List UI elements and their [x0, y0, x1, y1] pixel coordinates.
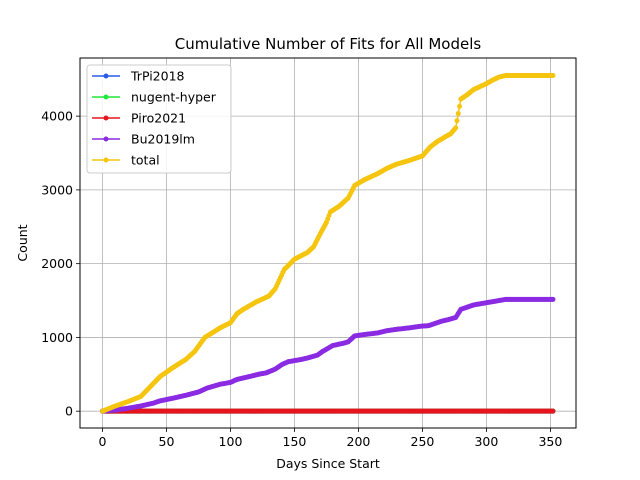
x-axis-title: Days Since Start: [276, 456, 380, 471]
series-line: [102, 298, 553, 412]
y-tick-label: 2000: [41, 256, 73, 271]
legend-label: total: [131, 153, 160, 168]
chart-title: Cumulative Number of Fits for All Models: [175, 35, 482, 53]
legend-label: TrPi2018: [130, 69, 185, 84]
x-tick-label: 350: [538, 434, 562, 449]
series-total: [100, 73, 556, 414]
y-tick-label: 0: [65, 404, 73, 419]
y-tick-label: 4000: [41, 109, 73, 124]
legend-box: [86, 64, 232, 174]
axis-ticks: 0 50 100 150 200 250 300 350 0 1000 2000 3000 4000: [41, 109, 562, 449]
legend-label: nugent-hyper: [131, 90, 217, 105]
x-tick-label: 0: [99, 434, 107, 449]
y-tick-label: 3000: [41, 182, 73, 197]
data-point: [550, 296, 556, 302]
data-point: [550, 408, 556, 414]
y-tick-label: 1000: [41, 330, 73, 345]
data-point: [454, 118, 460, 124]
series-Bu2019lm: [100, 296, 556, 414]
x-tick-label: 200: [347, 434, 371, 449]
data-point: [455, 111, 461, 117]
legend-marker: [103, 115, 109, 121]
legend-label: Piro2021: [131, 111, 186, 126]
legend-marker: [103, 136, 109, 142]
series-Piro2021: [100, 408, 556, 414]
legend-label: Bu2019lm: [131, 132, 195, 147]
x-tick-label: 300: [474, 434, 498, 449]
data-point: [453, 125, 459, 131]
data-point: [550, 73, 556, 79]
legend-marker: [103, 73, 109, 79]
x-tick-label: 50: [159, 434, 175, 449]
y-axis-title: Count: [15, 224, 30, 261]
series-lines: [100, 73, 556, 414]
legend: TrPi2018 nugent-hyper Piro2021 Bu2019lm tota…: [86, 64, 232, 174]
plot-frame: [79, 57, 577, 429]
x-tick-label: 250: [411, 434, 435, 449]
data-point: [457, 103, 463, 109]
legend-marker: [103, 157, 109, 163]
x-tick-label: 150: [283, 434, 307, 449]
legend-marker: [103, 94, 109, 100]
x-tick-label: 100: [219, 434, 243, 449]
